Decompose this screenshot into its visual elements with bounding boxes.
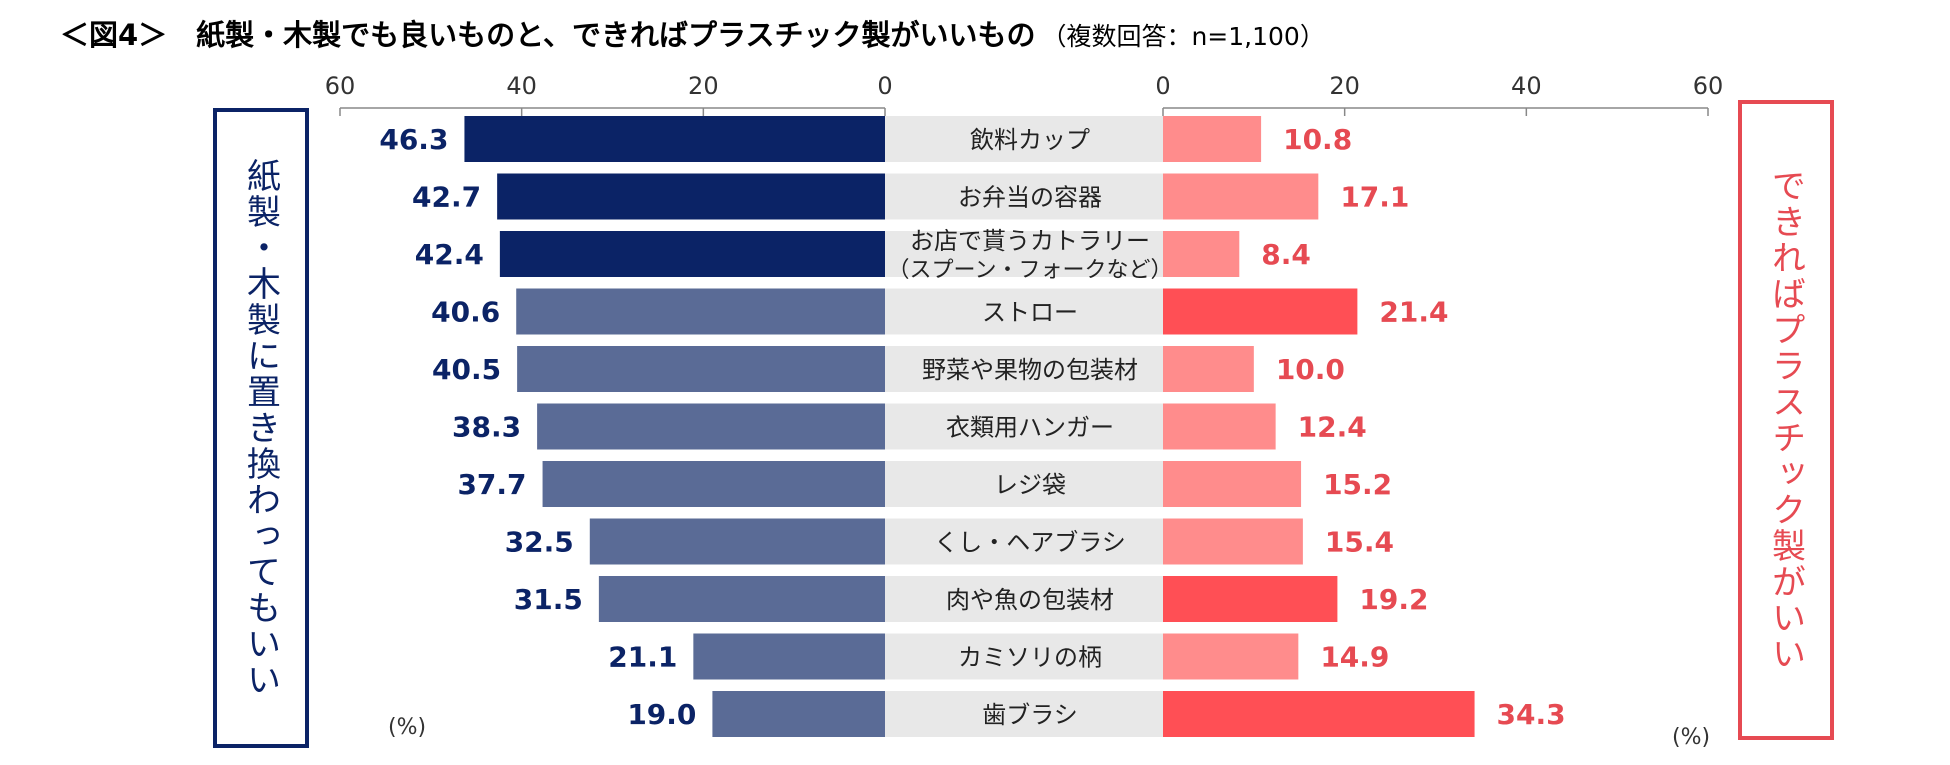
left-legend-label: 紙製・木製に置き換わってもいい [240, 158, 281, 698]
category-label: くし・ヘアブラシ [934, 529, 1126, 557]
category-label-line: お店で貰うカトラリー [910, 227, 1150, 255]
category-label: お店で貰うカトラリー （スプーン・フォークなど） [888, 227, 1173, 283]
right-legend-box: できればプラスチック製がいい [1738, 100, 1834, 740]
chart-title-sub: （複数回答：n=1,100） [1041, 22, 1325, 51]
left-value-label: 19.0 [627, 698, 696, 731]
right-axis-tick-label: 40 [1511, 72, 1542, 100]
category-band [885, 461, 1175, 507]
right-value-label: 17.1 [1340, 181, 1409, 214]
right-axis-tick-label: 60 [1693, 72, 1724, 100]
left-bar [542, 461, 885, 507]
left-unit-label: (%) [388, 715, 427, 740]
right-value-label: 15.2 [1323, 468, 1392, 501]
left-bar [712, 691, 885, 737]
left-axis-tick-label: 40 [506, 72, 537, 100]
right-bar [1163, 403, 1276, 450]
left-axis-tick-label: 20 [688, 72, 719, 100]
category-band [885, 576, 1175, 622]
right-bar [1163, 518, 1303, 565]
right-bar [1163, 461, 1302, 507]
left-bar [598, 576, 885, 622]
left-bar [499, 231, 885, 277]
right-bar [1163, 173, 1319, 220]
right-bar [1163, 346, 1254, 392]
left-value-label: 46.3 [379, 123, 448, 156]
right-value-label: 34.3 [1497, 698, 1566, 731]
category-band [885, 173, 1175, 220]
chart-title-main: ＜図4＞ 紙製・木製でも良いものと、できればプラスチック製がいいもの [60, 18, 1036, 52]
category-label: 飲料カップ [970, 126, 1090, 154]
right-bar [1163, 288, 1358, 335]
left-axis-tick-label: 0 [877, 72, 892, 100]
right-axis-tick-label: 20 [1329, 72, 1360, 100]
left-value-label: 40.6 [431, 296, 500, 329]
right-value-label: 21.4 [1379, 296, 1448, 329]
right-bar [1163, 231, 1240, 277]
left-value-label: 37.7 [457, 468, 526, 501]
right-value-label: 12.4 [1298, 411, 1367, 444]
right-value-label: 15.4 [1325, 526, 1394, 559]
category-label: レジ袋 [994, 471, 1066, 499]
category-label: ストロー [982, 299, 1078, 327]
left-value-label: 32.5 [505, 526, 574, 559]
category-band [885, 116, 1175, 162]
left-value-label: 21.1 [608, 641, 677, 674]
left-bar [517, 346, 885, 392]
right-bar [1163, 633, 1299, 680]
left-bar [589, 518, 885, 565]
right-value-label: 8.4 [1261, 238, 1311, 271]
right-axis-tick-label: 0 [1155, 72, 1170, 100]
left-bar [464, 116, 885, 162]
left-bar [497, 173, 885, 220]
chart-title: ＜図4＞ 紙製・木製でも良いものと、できればプラスチック製がいいもの （複数回答：… [60, 12, 1325, 54]
left-bar [516, 288, 885, 335]
left-value-label: 42.4 [415, 238, 484, 271]
right-value-label: 14.9 [1320, 641, 1389, 674]
right-value-label: 10.8 [1283, 123, 1352, 156]
category-label: カミソリの柄 [958, 644, 1102, 672]
left-value-label: 38.3 [452, 411, 521, 444]
left-bar [693, 633, 885, 680]
left-legend-box: 紙製・木製に置き換わってもいい [213, 108, 309, 748]
category-label: お弁当の容器 [958, 184, 1102, 212]
category-band [885, 231, 1175, 277]
category-label: 衣類用ハンガー [946, 414, 1114, 442]
category-band [885, 633, 1175, 680]
left-value-label: 40.5 [432, 353, 501, 386]
category-band [885, 346, 1175, 392]
right-value-label: 19.2 [1359, 583, 1428, 616]
category-band [885, 403, 1175, 450]
right-bar [1163, 691, 1475, 737]
category-label: 歯ブラシ [982, 701, 1078, 729]
left-value-label: 31.5 [514, 583, 583, 616]
category-band [885, 691, 1175, 737]
right-legend-label: できればプラスチック製がいい [1765, 168, 1806, 672]
right-unit-label: (%) [1672, 725, 1711, 750]
category-label: 野菜や果物の包装材 [922, 356, 1138, 384]
category-label-line: （スプーン・フォークなど） [888, 258, 1173, 283]
left-bar [537, 403, 885, 450]
right-value-label: 10.0 [1276, 353, 1345, 386]
category-band [885, 288, 1175, 335]
left-value-label: 42.7 [412, 181, 481, 214]
right-bar [1163, 116, 1262, 162]
category-band [885, 518, 1175, 565]
left-axis-tick-label: 60 [325, 72, 356, 100]
right-bar [1163, 576, 1338, 622]
category-label: 肉や魚の包装材 [946, 586, 1114, 614]
